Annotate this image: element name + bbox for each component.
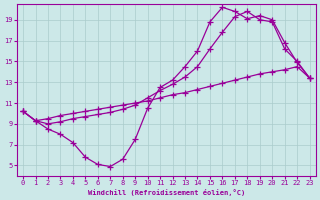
X-axis label: Windchill (Refroidissement éolien,°C): Windchill (Refroidissement éolien,°C) bbox=[88, 189, 245, 196]
